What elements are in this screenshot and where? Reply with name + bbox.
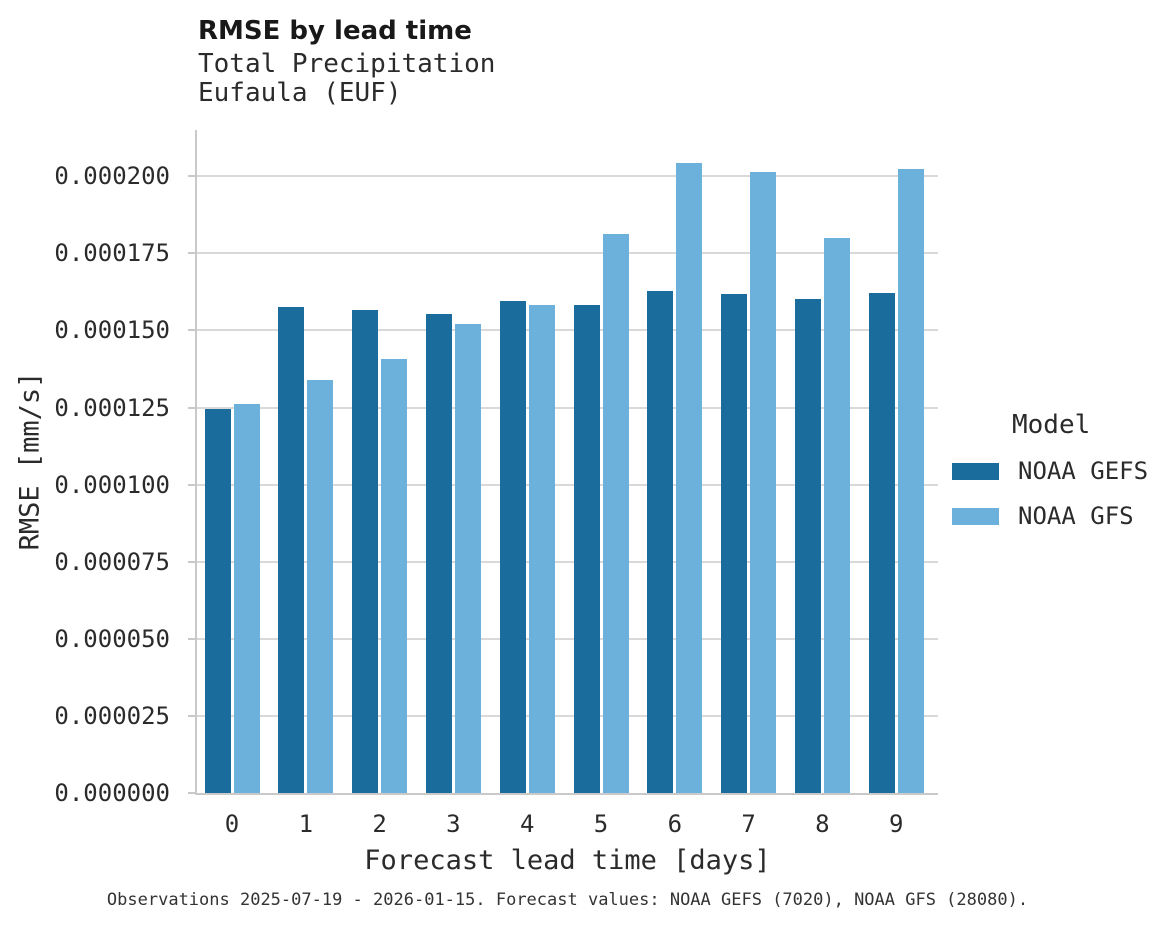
y-tick-label: 0.000000: [54, 779, 170, 807]
x-tick-label: 3: [446, 810, 461, 838]
x-tick-label: 7: [741, 810, 756, 838]
bar-noaa-gfs-day-6: [676, 163, 703, 793]
gridline: [197, 483, 938, 486]
legend-swatch-noaa-gfs: [952, 507, 999, 525]
bar-noaa-gfs-day-9: [897, 169, 924, 793]
bar-noaa-gfs-day-3: [454, 324, 481, 793]
bar-noaa-gfs-day-8: [823, 237, 850, 793]
gridline: [197, 637, 938, 640]
bar-noaa-gefs-day-8: [794, 298, 821, 793]
x-tick-label: 1: [298, 810, 314, 838]
bar-noaa-gefs-day-2: [352, 310, 379, 793]
bar-noaa-gefs-day-5: [573, 305, 600, 793]
gridline: [197, 329, 938, 332]
bar-noaa-gefs-day-0: [204, 409, 231, 793]
chart-subtitle-variable: Total Precipitation: [198, 49, 496, 79]
y-tick-label: 0.000150: [54, 316, 170, 345]
bar-noaa-gfs-day-2: [381, 358, 408, 793]
gridline: [197, 714, 938, 717]
x-tick-label: 9: [888, 810, 904, 838]
chart-title: RMSE by lead time: [198, 16, 472, 46]
legend-title: Model: [1012, 410, 1091, 440]
x-tick-label: 4: [519, 810, 535, 838]
caption: Observations 2025-07-19 - 2026-01-15. Fo…: [106, 890, 1029, 910]
y-tick-mark: [188, 637, 195, 640]
y-tick-label: 0.000075: [54, 547, 170, 576]
y-tick-label: 0.000100: [54, 470, 170, 499]
gridline: [197, 175, 938, 178]
y-tick-label: 0.000025: [54, 701, 170, 730]
y-tick-label: 0.000175: [54, 239, 170, 268]
y-tick-label: 0.000200: [54, 162, 170, 191]
y-tick-mark: [188, 560, 195, 563]
y-tick-mark: [188, 483, 195, 486]
y-tick-label: 0.000050: [54, 624, 170, 653]
legend: Model NOAA GEFS NOAA GFS: [952, 410, 1148, 530]
x-tick-label: 5: [593, 810, 609, 838]
y-tick-label: 0.000125: [54, 393, 170, 422]
gridline: [197, 252, 938, 255]
bar-noaa-gfs-day-7: [750, 171, 777, 793]
legend-swatch-noaa-gefs: [952, 462, 999, 480]
x-tick-label: 0: [224, 810, 240, 838]
x-tick-label: 8: [815, 810, 830, 838]
y-axis-tick-labels: 0.000000 0.000025 0.000050 0.000075 0.000100…: [40, 130, 170, 807]
bar-noaa-gefs-day-6: [647, 291, 674, 793]
x-axis-tick-labels: 0 1 2 3 4 5 6 7 8 9: [197, 810, 938, 842]
bar-noaa-gefs-day-1: [278, 307, 305, 793]
bar-noaa-gfs-day-5: [602, 234, 629, 793]
plot-area: [188, 130, 938, 795]
legend-item-noaa-gefs: NOAA GEFS: [952, 457, 1148, 485]
x-axis-spine: [195, 793, 938, 795]
y-tick-mark: [188, 175, 195, 178]
bar-noaa-gefs-day-9: [868, 292, 895, 793]
bar-noaa-gefs-day-7: [721, 294, 748, 793]
legend-item-noaa-gfs: NOAA GFS: [952, 502, 1148, 530]
chart-subtitle-station: Eufaula (EUF): [198, 78, 402, 108]
x-tick-label: 6: [667, 810, 683, 838]
bar-noaa-gfs-day-4: [528, 305, 555, 793]
bar-noaa-gfs-day-1: [307, 379, 334, 793]
legend-item-label: NOAA GEFS: [1018, 457, 1149, 485]
y-tick-mark: [188, 406, 195, 409]
x-axis-title: Forecast lead time [days]: [364, 845, 771, 876]
y-tick-mark: [188, 792, 195, 794]
x-tick-label: 2: [372, 810, 387, 838]
legend-item-label: NOAA GFS: [1018, 502, 1134, 530]
gridline: [197, 560, 938, 563]
y-tick-mark: [188, 252, 195, 255]
bar-noaa-gefs-day-3: [425, 314, 452, 793]
chart-subtitle: Total Precipitation Eufaula (EUF): [198, 50, 495, 108]
bar-noaa-gefs-day-4: [499, 300, 526, 793]
y-tick-mark: [188, 714, 195, 717]
y-tick-mark: [188, 329, 195, 332]
y-axis-spine: [195, 130, 197, 795]
bar-noaa-gfs-day-0: [233, 403, 260, 793]
gridline: [197, 406, 938, 409]
